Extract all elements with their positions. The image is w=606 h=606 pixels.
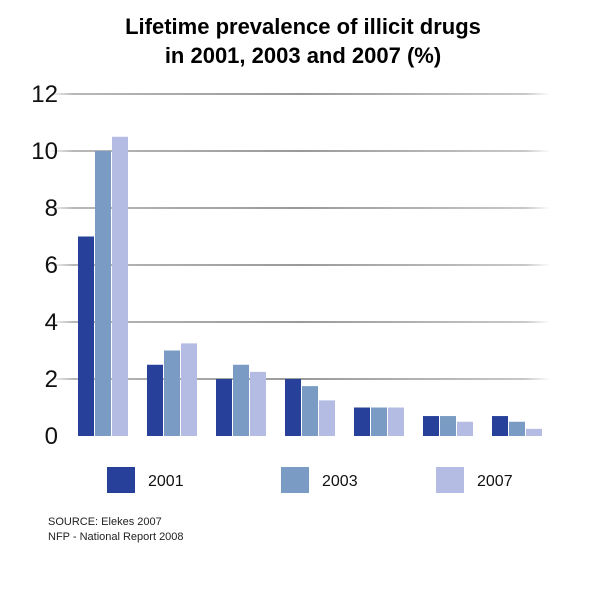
bar-2001-group-7: [492, 416, 508, 436]
chart-title-line-2: in 2001, 2003 and 2007 (%): [164, 43, 442, 68]
chart-title: Lifetime prevalence of illicit drugs in …: [0, 12, 606, 70]
bar-2001-group-2: [147, 364, 163, 436]
source-note: SOURCE: Elekes 2007 NFP - National Repor…: [48, 515, 184, 545]
bar-2001-group-5: [354, 407, 370, 436]
legend-swatch-2001: [107, 467, 135, 493]
y-tick-label-10: 10: [31, 138, 58, 165]
gridline-4: [48, 321, 550, 323]
source-line-1: SOURCE: Elekes 2007: [48, 516, 162, 528]
bar-2007-group-3: [250, 371, 266, 436]
chart-title-line-1: Lifetime prevalence of illicit drugs: [125, 14, 481, 39]
y-tick-label-0: 0: [45, 423, 58, 450]
gridline-12: [48, 93, 550, 95]
bar-2007-group-1: [112, 136, 128, 436]
bar-2007-group-6: [457, 421, 473, 436]
bar-2007-group-2: [181, 343, 197, 436]
legend-label-2001: 2001: [148, 473, 184, 490]
legend: 2001 2003 2007: [107, 467, 513, 493]
legend-swatch-2007: [436, 467, 464, 493]
bar-2007-group-7: [526, 428, 542, 436]
gridline-10: [48, 150, 550, 152]
gridline-6: [48, 264, 550, 266]
y-tick-label-12: 12: [31, 81, 58, 108]
y-tick-label-2: 2: [45, 366, 58, 393]
bar-2003-group-3: [233, 364, 249, 436]
legend-label-2003: 2003: [322, 473, 358, 490]
bar-2003-group-2: [164, 350, 180, 436]
bar-2003-group-4: [302, 386, 318, 436]
source-line-2: NFP - National Report 2008: [48, 531, 184, 543]
bar-2001-group-3: [216, 379, 232, 436]
bar-2003-group-5: [371, 407, 387, 436]
bar-2001-group-4: [285, 379, 301, 436]
bars: [78, 136, 542, 436]
legend-label-2007: 2007: [477, 473, 513, 490]
bar-2001-group-6: [423, 416, 439, 436]
bar-2007-group-5: [388, 407, 404, 436]
gridline-8: [48, 207, 550, 209]
legend-swatch-2003: [281, 467, 309, 493]
y-tick-label-8: 8: [45, 195, 58, 222]
bar-2007-group-4: [319, 400, 335, 436]
y-tick-label-4: 4: [45, 309, 58, 336]
bar-2003-group-1: [95, 151, 111, 436]
y-axis-tick-labels: 0 2 4 6 8 10 12: [31, 81, 58, 450]
bar-2001-group-1: [78, 236, 94, 436]
y-tick-label-6: 6: [45, 252, 58, 279]
bar-2003-group-7: [509, 421, 525, 436]
bar-2003-group-6: [440, 416, 456, 436]
